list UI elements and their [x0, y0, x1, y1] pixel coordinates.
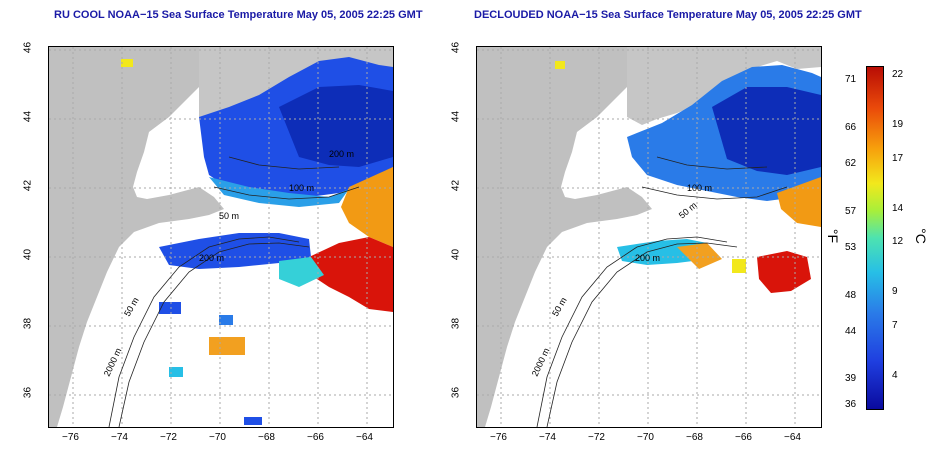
left-lat-tick: 36	[22, 386, 34, 399]
right-lon-tick: −72	[588, 432, 605, 443]
left-contour-label-5: 50 m	[122, 296, 141, 318]
colorbar-f-tick: 44	[845, 326, 857, 337]
right-lat-tick: 42	[450, 179, 462, 192]
left-filament-band	[159, 233, 311, 269]
colorbar-f-tick: 36	[845, 399, 857, 410]
right-lon-tick: −68	[686, 432, 703, 443]
right-lon-tick: −66	[735, 432, 752, 443]
left-lon-tick: −72	[160, 432, 177, 443]
colorbar-c-tick: 4	[892, 370, 898, 381]
colorbar-f-tick: 48	[845, 290, 857, 301]
colorbar-f-tick: 39	[845, 373, 857, 384]
left-lon-tick: −64	[356, 432, 373, 443]
right-lon-tick: −70	[637, 432, 654, 443]
left-gulf-stream	[309, 237, 393, 312]
right-lat-tick: 46	[450, 41, 462, 54]
left-lat-tick: 42	[22, 179, 34, 192]
left-patch-4	[169, 367, 183, 377]
right-panel-title: DECLOUDED NOAA−15 Sea Surface Temperatur…	[474, 9, 862, 21]
left-patch-1	[159, 302, 181, 314]
right-map-graphic: 50 m 100 m 200 m 50 m 2000 m	[477, 47, 821, 427]
left-filament-cyan	[279, 257, 324, 287]
right-gulf-stream	[757, 251, 811, 293]
left-patch-3	[219, 315, 233, 325]
right-cold-water-deep	[712, 87, 821, 175]
colorbar-c-tick: 9	[892, 286, 898, 297]
left-contours	[108, 156, 360, 427]
right-sst-map: 50 m 100 m 200 m 50 m 2000 m	[476, 46, 822, 428]
colorbar-c-tick: 17	[892, 153, 904, 164]
left-lon-tick: −70	[209, 432, 226, 443]
colorbar-f-tick: 71	[845, 74, 857, 85]
colorbar-c-tick: 19	[892, 119, 904, 130]
left-land-mass	[49, 47, 224, 427]
left-lon-tick: −76	[62, 432, 79, 443]
left-map-graphic: 50 m 100 m 200 m 200 m 50 m 2000 m	[49, 47, 393, 427]
left-lat-tick: 46	[22, 41, 34, 54]
left-lon-tick: −68	[258, 432, 275, 443]
colorbar-f-tick: 62	[845, 158, 857, 169]
right-lat-tick: 36	[450, 386, 462, 399]
right-contour-label-1: 50 m	[677, 200, 699, 221]
right-contours	[536, 156, 788, 427]
left-contour-label-2: 100 m	[289, 183, 314, 193]
right-filament-orange	[677, 243, 722, 269]
right-patch-2	[555, 61, 565, 69]
colorbar-c-tick: 22	[892, 69, 904, 80]
right-lat-tick: 40	[450, 248, 462, 261]
left-shelf-water	[209, 177, 349, 207]
left-patch-2	[209, 337, 245, 355]
right-contour-label-4: 50 m	[550, 296, 569, 318]
right-contour-label-2: 100 m	[687, 183, 712, 193]
right-lat-tick: 38	[450, 317, 462, 330]
right-warm-water	[777, 177, 821, 227]
left-lat-tick: 44	[22, 110, 34, 123]
colorbar-c-tick: 14	[892, 203, 904, 214]
left-lat-tick: 38	[22, 317, 34, 330]
colorbar	[866, 66, 884, 410]
left-cold-water-deep	[279, 85, 393, 167]
left-patch-5	[244, 417, 262, 425]
left-patch-6	[121, 59, 133, 67]
right-filament-band	[617, 239, 709, 265]
colorbar-f-tick: 66	[845, 122, 857, 133]
colorbar-f-tick: 53	[845, 242, 857, 253]
left-lon-tick: −66	[307, 432, 324, 443]
right-lon-tick: −76	[490, 432, 507, 443]
left-lon-tick: −74	[111, 432, 128, 443]
right-lon-tick: −74	[539, 432, 556, 443]
colorbar-f-tick: 57	[845, 206, 857, 217]
colorbar-unit-c: °C	[912, 228, 929, 244]
right-patch-1	[732, 259, 746, 273]
right-contour-label-3: 200 m	[635, 253, 660, 263]
right-lat-tick: 44	[450, 110, 462, 123]
left-panel-title: RU COOL NOAA−15 Sea Surface Temperature …	[54, 9, 423, 21]
left-grid	[49, 47, 393, 427]
left-lat-tick: 40	[22, 248, 34, 261]
left-contour-label-3: 200 m	[199, 253, 224, 263]
right-land-mass	[477, 47, 652, 427]
left-contour-label-4: 200 m	[329, 149, 354, 159]
colorbar-c-tick: 7	[892, 320, 898, 331]
colorbar-c-tick: 12	[892, 236, 904, 247]
left-sst-map: 50 m 100 m 200 m 200 m 50 m 2000 m	[48, 46, 394, 428]
left-contour-label-1: 50 m	[219, 211, 239, 221]
colorbar-unit-f: °F	[825, 228, 842, 244]
right-lon-tick: −64	[784, 432, 801, 443]
